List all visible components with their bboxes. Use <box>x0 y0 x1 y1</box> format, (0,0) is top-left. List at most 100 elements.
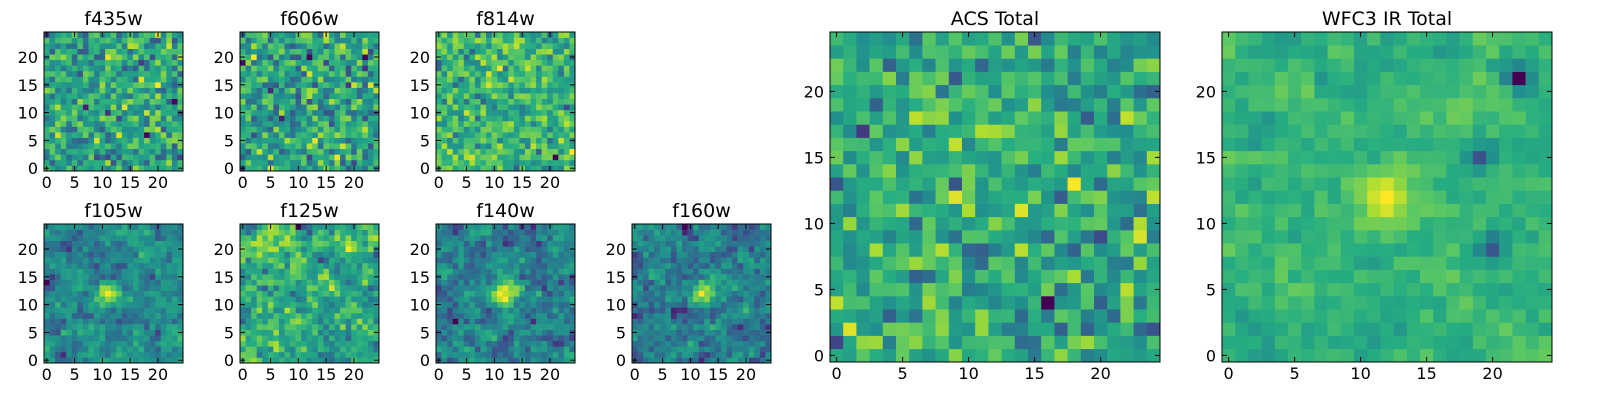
heatmap-cell <box>922 322 936 336</box>
heatmap-cell <box>351 98 358 105</box>
heatmap-cell <box>362 104 369 111</box>
heatmap-cell <box>743 329 750 336</box>
heatmap-cell <box>643 324 649 330</box>
heatmap-cell <box>643 251 649 258</box>
heatmap-cell <box>177 346 184 353</box>
heatmap-cell <box>44 229 50 236</box>
heatmap-cell <box>1094 190 1108 204</box>
heatmap-cell <box>497 274 504 280</box>
heatmap-cell <box>49 93 56 100</box>
heatmap-cell <box>552 351 559 358</box>
heatmap-cell <box>284 246 291 253</box>
heatmap-cell <box>643 296 649 303</box>
heatmap-cell <box>569 143 576 150</box>
heatmap-cell <box>362 312 369 319</box>
heatmap-cell <box>480 154 487 161</box>
heatmap-cell <box>458 235 465 241</box>
heatmap-cell <box>132 285 139 292</box>
heatmap-cell <box>367 154 374 161</box>
heatmap-cell <box>245 318 252 325</box>
heatmap-cell <box>869 335 884 350</box>
heatmap-cell <box>301 251 308 258</box>
heatmap-cell <box>754 246 761 253</box>
heatmap-cell <box>105 120 112 127</box>
heatmap-cell <box>317 87 324 94</box>
heatmap-cell <box>715 318 722 325</box>
heatmap-cell <box>676 324 683 330</box>
heatmap-cell <box>480 143 487 150</box>
heatmap-cell <box>519 251 526 258</box>
heatmap-cell <box>44 335 50 342</box>
heatmap-cell <box>558 76 565 83</box>
heatmap-cell <box>138 54 145 61</box>
heatmap-cell <box>547 262 554 269</box>
heatmap-cell <box>563 76 570 83</box>
heatmap-cell <box>463 340 470 347</box>
heatmap-cell <box>975 256 989 270</box>
heatmap-cell <box>121 120 128 127</box>
heatmap-cell <box>340 229 346 236</box>
heatmap-cell <box>144 126 150 133</box>
heatmap-cell <box>301 285 308 292</box>
heatmap-cell <box>278 148 285 155</box>
heatmap-cell <box>340 290 346 297</box>
heatmap-cell <box>94 251 100 258</box>
heatmap-cell <box>340 312 346 319</box>
heatmap-cell <box>110 93 117 100</box>
heatmap-cell <box>82 318 89 325</box>
heatmap-cell <box>317 82 324 88</box>
heatmap-cell <box>558 137 565 144</box>
heatmap-cell <box>121 351 128 358</box>
heatmap-cell <box>312 87 319 94</box>
heatmap-cell <box>447 104 453 111</box>
heatmap-cell <box>351 120 358 127</box>
heatmap-cell <box>720 351 727 358</box>
heatmap-cell <box>323 104 330 111</box>
heatmap-cell <box>55 251 61 258</box>
heatmap-cell <box>469 251 476 258</box>
heatmap-cell <box>765 312 772 319</box>
heatmap-cell <box>502 290 509 297</box>
heatmap-cell <box>88 154 95 161</box>
heatmap-cell <box>737 290 744 297</box>
heatmap-cell <box>715 257 722 264</box>
heatmap-cell <box>975 164 989 178</box>
heatmap-cell <box>334 268 341 275</box>
heatmap-cell <box>138 65 145 72</box>
heatmap-cell <box>1041 243 1055 257</box>
heatmap-cell <box>306 240 313 247</box>
heatmap-cell <box>166 246 173 253</box>
heatmap-cell <box>334 93 341 100</box>
heatmap-cell <box>367 93 374 100</box>
heatmap-cell <box>362 32 369 38</box>
heatmap-cell <box>508 335 515 342</box>
heatmap-cell <box>278 126 285 133</box>
heatmap-cell <box>367 70 374 77</box>
heatmap-cell <box>569 257 576 264</box>
heatmap-cell <box>519 257 526 264</box>
heatmap-cell <box>637 318 644 325</box>
heatmap-cell <box>732 229 738 236</box>
heatmap-cell <box>709 346 716 353</box>
heatmap-cell <box>759 312 766 319</box>
heatmap-cell <box>171 340 178 347</box>
heatmap-cell <box>362 154 369 161</box>
heatmap-cell <box>138 329 145 336</box>
heatmap-cell <box>44 65 50 72</box>
heatmap-cell <box>245 48 252 55</box>
heatmap-cell <box>648 357 655 364</box>
heatmap-cell <box>138 82 145 88</box>
heatmap-cell <box>312 312 319 319</box>
heatmap-cell <box>362 59 369 66</box>
heatmap-cell <box>469 285 476 292</box>
heatmap-cell <box>362 246 369 253</box>
heatmap-cell <box>77 340 84 347</box>
heatmap-cell <box>144 70 150 77</box>
heatmap-cell <box>77 268 84 275</box>
heatmap-cell <box>737 301 744 308</box>
heatmap-cell <box>452 285 459 292</box>
heatmap-cell <box>519 126 526 133</box>
heatmap-cell <box>759 274 766 280</box>
heatmap-cell <box>278 324 285 330</box>
heatmap-cell <box>99 154 106 161</box>
